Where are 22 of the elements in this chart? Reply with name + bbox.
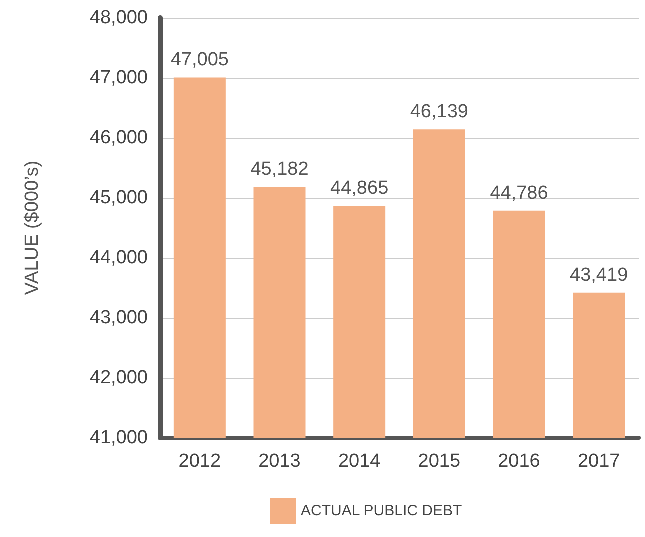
legend-label: ACTUAL PUBLIC DEBT (301, 502, 462, 520)
x-tick-label: 2012 (178, 451, 222, 472)
data-label: 47,005 (170, 50, 229, 71)
y-tick-label: 47,000 (90, 68, 148, 88)
data-label: 43,419 (570, 264, 628, 286)
y-tick-label: 48,000 (90, 8, 148, 28)
x-tick-label: 2014 (338, 451, 382, 472)
y-tick-label: 43,000 (90, 308, 148, 328)
y-tick-label: 44,000 (90, 248, 148, 268)
y-tick-label: 42,000 (90, 368, 148, 388)
y-tick-label: 46,000 (90, 128, 148, 148)
data-label: 44,786 (490, 182, 548, 204)
y-tick-label: 41,000 (90, 428, 148, 448)
data-label: 44,865 (330, 178, 389, 200)
data-label: 46,139 (410, 102, 468, 123)
y-tick-label: 45,000 (90, 188, 148, 208)
x-tick-label: 2013 (258, 451, 301, 472)
data-label: 45,182 (250, 159, 309, 180)
x-tick-label: 2015 (418, 451, 461, 472)
x-tick-label: 2016 (498, 451, 540, 472)
x-tick-label: 2017 (578, 451, 620, 472)
y-axis-title: VALUE ($000’s) (22, 160, 43, 296)
